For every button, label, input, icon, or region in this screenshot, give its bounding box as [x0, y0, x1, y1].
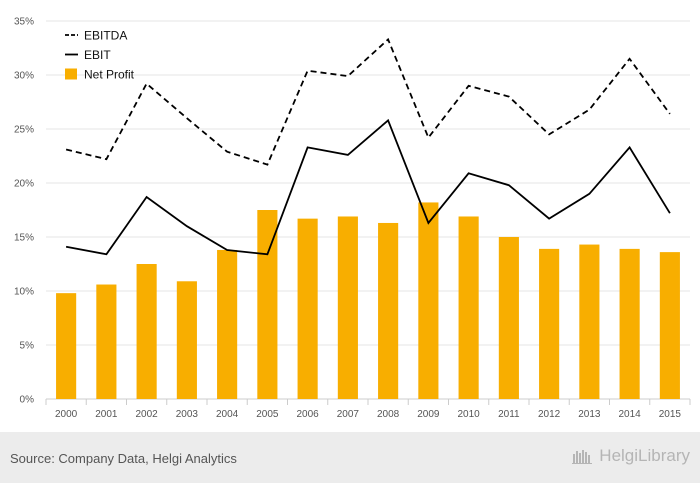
legend: EBITDA EBIT Net Profit [65, 29, 135, 82]
bar-net-profit [56, 293, 77, 399]
x-tick-label: 2007 [337, 409, 360, 420]
x-tick-label: 2010 [458, 409, 481, 420]
y-axis-ticks: 0% 5% 10% 15% 20% 25% 30% 35% [14, 17, 34, 406]
bar-net-profit [96, 284, 117, 399]
legend-item: Net Profit [65, 68, 135, 82]
y-tick-label: 30% [14, 71, 34, 82]
x-tick-label: 2009 [417, 409, 440, 420]
x-tick-label: 2014 [619, 409, 642, 420]
x-axis-ticks: 2000 2001 2002 2003 2004 2005 2006 2007 2008 2009… [55, 409, 681, 420]
bar-net-profit [217, 249, 238, 399]
bar-net-profit [297, 218, 318, 399]
bar-net-profit [579, 244, 600, 399]
bar-net-profit [659, 252, 680, 399]
chart: 0%5%10%15%20%25%30%35% 2000 2001 2002 2003 2… [14, 17, 691, 420]
bar-net-profit [498, 237, 519, 399]
bar-net-profit [619, 248, 640, 399]
legend-swatch [65, 68, 77, 80]
line-ebit [65, 118, 671, 256]
x-tick-label: 2011 [498, 409, 520, 420]
x-tick-label: 2004 [216, 409, 239, 420]
x-tick-label: 2008 [377, 409, 400, 420]
brand-logo: HelgiLibrary [572, 446, 690, 466]
legend-label: EBITDA [84, 29, 127, 43]
x-tick-label: 2012 [538, 409, 561, 420]
y-tick-label: 25% [14, 125, 34, 136]
lines [65, 37, 671, 256]
source-note: Source: Company Data, Helgi Analytics [10, 451, 237, 466]
bar-net-profit [378, 222, 399, 399]
line-ebitda [65, 37, 671, 166]
bar-net-profit [257, 210, 278, 399]
x-tick-label: 2005 [256, 409, 279, 420]
bar-net-profit [136, 264, 157, 399]
y-tick-label: 20% [14, 179, 34, 190]
library-icon [572, 450, 593, 464]
x-tick-label: 2001 [95, 409, 118, 420]
x-tick-label: 2006 [297, 409, 320, 420]
bar-net-profit [458, 216, 479, 399]
legend-item: EBITDA [65, 29, 127, 43]
x-tick-label: 2003 [176, 409, 199, 420]
legend-label: EBIT [84, 48, 111, 62]
legend-item: EBIT [65, 48, 111, 62]
bar-net-profit [176, 281, 197, 399]
bar-net-profit [539, 248, 560, 399]
y-tick-label: 5% [20, 341, 35, 352]
bar-net-profit [337, 216, 358, 399]
bar-net-profit [418, 202, 439, 399]
y-tick-label: 0% [20, 395, 35, 406]
y-tick-label: 15% [14, 233, 34, 244]
x-tick-label: 2013 [578, 409, 601, 420]
y-tick-label: 35% [14, 17, 34, 28]
x-tick-label: 2002 [136, 409, 159, 420]
y-tick-label: 10% [14, 287, 34, 298]
footer: Source: Company Data, Helgi Analytics He… [0, 432, 700, 483]
x-tick-label: 2015 [659, 409, 682, 420]
net-profit-bars [56, 202, 680, 399]
x-tick-label: 2000 [55, 409, 78, 420]
brand-name: HelgiLibrary [599, 446, 690, 465]
legend-label: Net Profit [84, 68, 135, 82]
